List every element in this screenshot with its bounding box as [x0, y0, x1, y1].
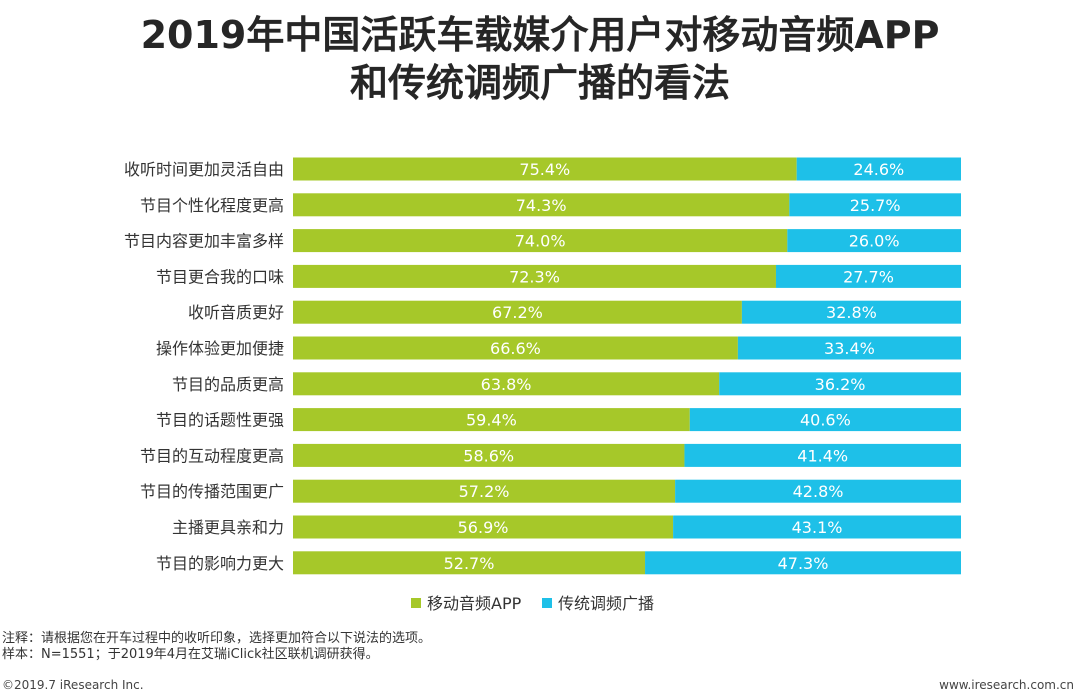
- legend-label-traditional-fm: 传统调频广播: [558, 594, 654, 613]
- bar-traditional-fm: [737, 336, 961, 360]
- bar-mobile-audio-app: [293, 336, 738, 360]
- notes: 注释：请根据您在开车过程中的收听印象，选择更加符合以下说法的选项。 样本：N=1…: [2, 631, 431, 663]
- category-label: 节目的互动程度更高: [140, 446, 284, 465]
- category-label: 主播更具亲和力: [172, 518, 284, 537]
- data-label: 59.4%: [466, 411, 517, 430]
- legend-label-mobile-audio-app: 移动音频APP: [427, 594, 522, 613]
- data-label: 36.2%: [815, 375, 866, 394]
- data-label: 41.4%: [797, 446, 848, 465]
- bar-mobile-audio-app: [293, 193, 790, 217]
- category-label: 节目的话题性更强: [156, 411, 284, 430]
- data-label: 33.4%: [824, 339, 875, 358]
- bar-traditional-fm: [719, 372, 961, 396]
- bar-traditional-fm: [787, 229, 961, 253]
- data-label: 42.8%: [793, 482, 844, 501]
- category-label: 节目的影响力更大: [156, 554, 284, 573]
- category-label: 节目的传播范围更广: [140, 482, 284, 501]
- data-label: 27.7%: [843, 267, 894, 286]
- data-label: 57.2%: [459, 482, 510, 501]
- data-label: 26.0%: [849, 232, 900, 251]
- bar-mobile-audio-app: [293, 515, 674, 539]
- bar-mobile-audio-app: [293, 264, 776, 288]
- bar-mobile-audio-app: [293, 229, 788, 253]
- chart-title-line-2: 和传统调频广播的看法: [349, 61, 730, 105]
- bar-mobile-audio-app: [293, 551, 646, 575]
- legend-swatch-mobile-audio-app: [411, 598, 421, 608]
- legend-swatch-traditional-fm: [542, 598, 552, 608]
- bar-mobile-audio-app: [293, 157, 797, 181]
- data-label: 58.6%: [463, 446, 514, 465]
- website: www.iresearch.com.cn: [939, 678, 1074, 692]
- bar-traditional-fm: [789, 193, 961, 217]
- bar-traditional-fm: [741, 300, 961, 324]
- bar-traditional-fm: [645, 551, 961, 575]
- data-label: 66.6%: [490, 339, 541, 358]
- bar-traditional-fm: [675, 479, 961, 503]
- data-label: 47.3%: [778, 554, 829, 573]
- bar-traditional-fm: [684, 443, 961, 467]
- data-label: 25.7%: [850, 196, 901, 215]
- chart-title-line-1: 2019年中国活跃车载媒介用户对移动音频APP: [140, 13, 940, 57]
- category-label: 节目更合我的口味: [156, 267, 284, 286]
- bar-mobile-audio-app: [293, 479, 676, 503]
- bar-mobile-audio-app: [293, 372, 720, 396]
- bar-traditional-fm: [796, 157, 961, 181]
- category-label: 节目个性化程度更高: [140, 196, 284, 215]
- data-label: 67.2%: [492, 303, 543, 322]
- category-label: 收听音质更好: [188, 303, 284, 322]
- data-label: 40.6%: [800, 411, 851, 430]
- note-line-1: 注释：请根据您在开车过程中的收听印象，选择更加符合以下说法的选项。: [2, 631, 432, 646]
- category-label: 操作体验更加便捷: [156, 339, 284, 358]
- data-label: 63.8%: [481, 375, 532, 394]
- copyright: ©2019.7 iResearch Inc.: [2, 678, 144, 692]
- data-label: 56.9%: [458, 518, 509, 537]
- bar-mobile-audio-app: [293, 408, 690, 432]
- category-label: 节目内容更加丰富多样: [124, 232, 284, 251]
- data-label: 32.8%: [826, 303, 877, 322]
- category-label: 收听时间更加灵活自由: [124, 160, 284, 179]
- stacked-bar-chart: 收听时间更加灵活自由 75.4% 24.6% 节目个性化程度更高 74.3% 25.7% 节…: [124, 157, 961, 613]
- data-label: 24.6%: [853, 160, 904, 179]
- bar-traditional-fm: [673, 515, 961, 539]
- data-label: 72.3%: [509, 267, 560, 286]
- data-label: 74.3%: [516, 196, 567, 215]
- bar-mobile-audio-app: [293, 443, 685, 467]
- bar-traditional-fm: [775, 264, 961, 288]
- note-line-2: 样本：N=1551；于2019年4月在艾瑞iClick社区联机调研获得。: [2, 647, 379, 662]
- data-label: 43.1%: [792, 518, 843, 537]
- bar-traditional-fm: [689, 408, 961, 432]
- bar-mobile-audio-app: [293, 300, 742, 324]
- data-label: 75.4%: [519, 160, 570, 179]
- data-label: 74.0%: [515, 232, 566, 251]
- data-label: 52.7%: [444, 554, 495, 573]
- category-label: 节目的品质更高: [172, 375, 284, 394]
